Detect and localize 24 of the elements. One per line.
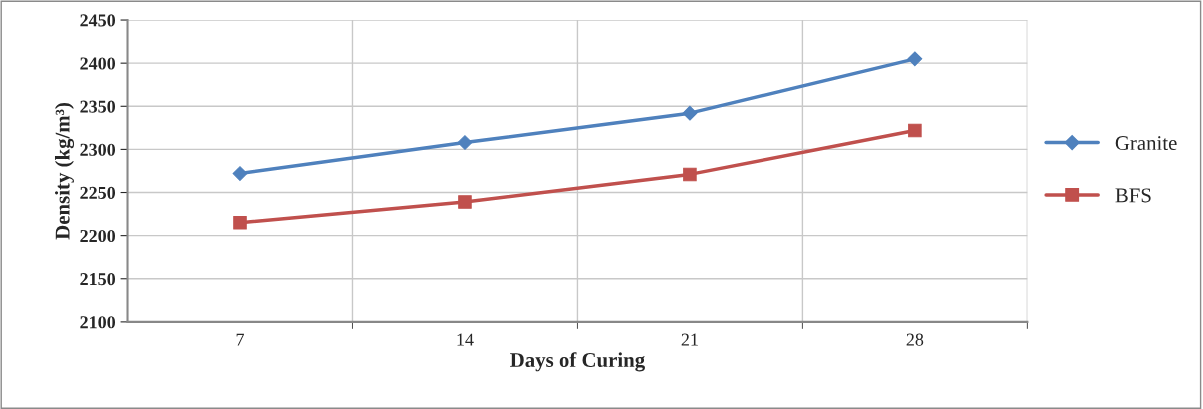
point [232,166,248,181]
point [457,135,473,150]
y-tick-label: 2250 [80,186,116,199]
point [682,105,698,121]
x-tick-label: 14 [457,333,474,346]
y-tick-label: 2300 [80,143,116,156]
y-tick-label: 2400 [80,57,116,70]
y-tick-label: 2100 [80,316,116,329]
legend-label: BFS [1115,188,1151,203]
legend-label: Granite [1115,136,1177,151]
point [683,167,697,182]
point [233,215,247,230]
x-tick-label: 28 [906,333,924,346]
y-tick-label: 2150 [80,273,116,286]
point [458,195,472,209]
point [908,123,922,138]
point [907,51,923,67]
y-tick-label: 2450 [80,14,116,27]
x-tick-label: 7 [236,333,244,346]
x-axis-title: Days of Curing [510,352,645,372]
y-axis-title: Density (kg/m³) [54,103,75,240]
y-tick-label: 2350 [80,100,116,113]
y-tick-label: 2200 [80,229,116,243]
x-tick-label: 21 [681,333,698,346]
